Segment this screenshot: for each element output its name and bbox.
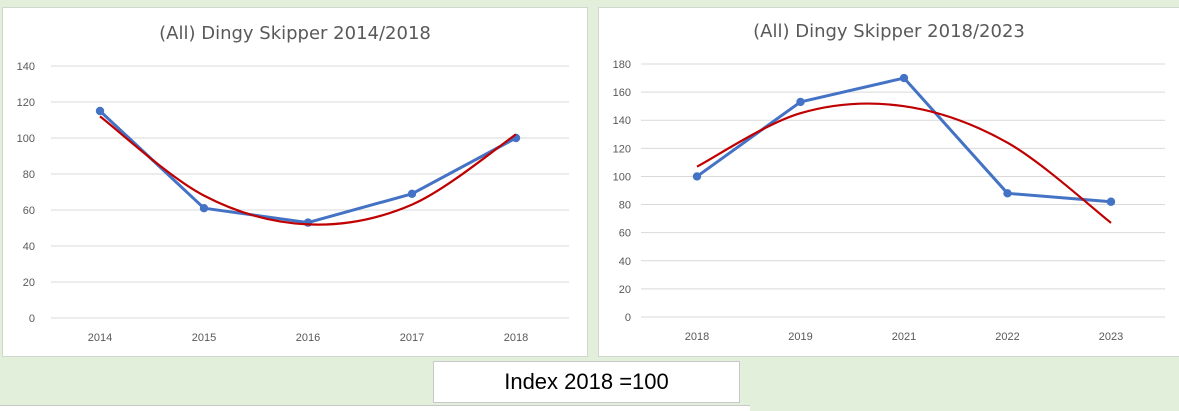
y-tick-label: 60 — [23, 205, 35, 217]
trend-line — [696, 102, 1112, 224]
y-tick-label: 40 — [619, 256, 631, 268]
y-tick-label: 120 — [613, 143, 631, 155]
chart-panel-left: (All) Dingy Skipper 2014/2018 0 20 40 60 80 10… — [2, 7, 588, 357]
data-point — [692, 172, 702, 181]
series-line — [695, 76, 1113, 204]
chart-panel-right: (All) Dingy Skipper 2018/2023 0 20 40 60 80 10… — [598, 7, 1179, 357]
x-tick-label: 2015 — [192, 332, 216, 344]
trend-line — [99, 115, 517, 226]
chart-title: (All) Dingy Skipper 2014/2018 — [159, 23, 431, 44]
x-tick-label: 2022 — [995, 331, 1019, 343]
y-tick-label: 0 — [625, 312, 631, 324]
data-point — [407, 189, 417, 198]
chart-right: (All) Dingy Skipper 2018/2023 0 20 40 60 80 10… — [613, 21, 1165, 343]
x-tick-label: 2016 — [296, 332, 320, 344]
y-tick-label: 40 — [23, 241, 35, 253]
x-tick-label: 2017 — [400, 332, 424, 344]
x-tick-label: 2018 — [685, 331, 709, 343]
data-point — [796, 97, 805, 107]
y-tick-label: 80 — [619, 200, 631, 212]
index-label: Index 2018 =100 — [504, 369, 669, 394]
data-point — [1003, 189, 1012, 198]
y-tick-label: 20 — [619, 284, 631, 296]
x-tick-label: 2021 — [892, 331, 916, 343]
y-tick-label: 0 — [29, 313, 35, 325]
y-tick-label: 80 — [23, 169, 35, 181]
y-tick-label: 120 — [17, 97, 35, 109]
y-tick-label: 60 — [619, 228, 631, 240]
y-tick-label: 100 — [613, 171, 631, 183]
data-point — [1106, 197, 1116, 206]
y-tick-label: 100 — [17, 133, 35, 145]
x-tick-label: 2019 — [788, 331, 812, 343]
index-note: Index 2018 =100 — [433, 361, 740, 403]
y-tick-label: 20 — [23, 277, 35, 289]
x-tick-label: 2018 — [504, 332, 528, 344]
y-tick-label: 180 — [613, 59, 631, 71]
x-tick-label: 2023 — [1099, 331, 1123, 343]
bottom-strip — [0, 405, 750, 411]
chart-title: (All) Dingy Skipper 2018/2023 — [753, 21, 1025, 42]
data-point — [95, 106, 105, 116]
data-point — [199, 204, 209, 213]
y-tick-label: 140 — [613, 115, 631, 127]
x-tick-label: 2014 — [88, 332, 112, 344]
y-tick-label: 160 — [613, 87, 631, 99]
chart-left: (All) Dingy Skipper 2014/2018 0 20 40 60 80 10… — [17, 23, 569, 344]
y-tick-label: 140 — [17, 61, 35, 73]
data-point — [899, 73, 909, 83]
